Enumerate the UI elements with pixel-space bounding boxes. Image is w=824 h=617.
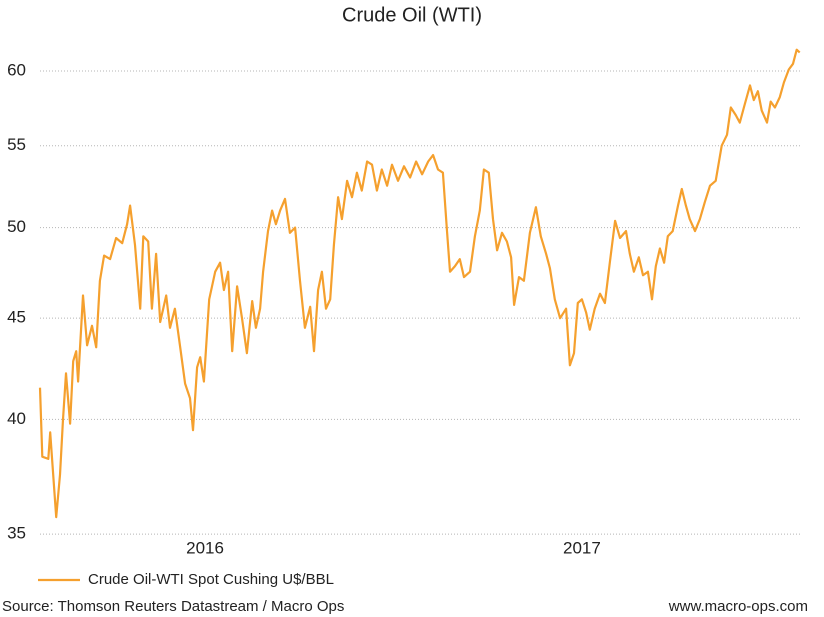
x-tick-label: 2016 — [186, 538, 224, 557]
price-line — [38, 48, 801, 519]
y-tick-label: 40 — [7, 409, 26, 428]
y-tick-label: 35 — [7, 524, 26, 543]
x-tick-label: 2017 — [563, 538, 601, 557]
y-tick-label: 45 — [7, 308, 26, 327]
chart-title: Crude Oil (WTI) — [342, 4, 482, 26]
legend-label: Crude Oil-WTI Spot Cushing U$/BBL — [88, 571, 334, 588]
y-tick-label: 60 — [7, 60, 26, 79]
y-tick-label: 55 — [7, 135, 26, 154]
y-tick-label: 50 — [7, 217, 26, 236]
source-note: Source: Thomson Reuters Datastream / Mac… — [2, 598, 344, 615]
website: www.macro-ops.com — [668, 598, 808, 615]
